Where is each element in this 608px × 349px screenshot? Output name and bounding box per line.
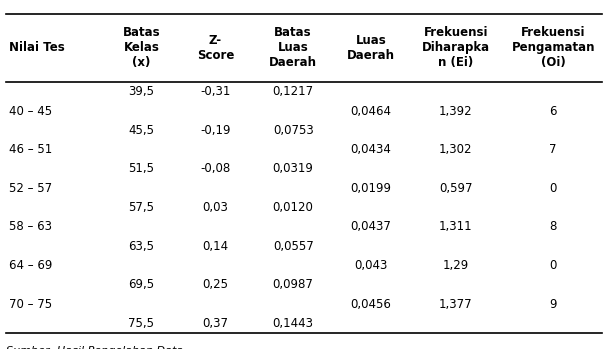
Text: 45,5: 45,5 [128,124,154,137]
Text: 7: 7 [550,143,557,156]
Text: Nilai Tes: Nilai Tes [9,42,64,54]
Text: Luas
Daerah: Luas Daerah [347,34,395,62]
Text: 0,0464: 0,0464 [350,104,392,118]
Text: 0,37: 0,37 [202,317,229,330]
Text: 0,0120: 0,0120 [273,201,314,214]
Text: 46 – 51: 46 – 51 [9,143,52,156]
Text: 0,0987: 0,0987 [273,279,314,291]
Text: 1,392: 1,392 [439,104,472,118]
Text: 0,0434: 0,0434 [350,143,391,156]
Text: 0,14: 0,14 [202,240,229,253]
Text: 1,29: 1,29 [443,259,469,272]
Text: 0,03: 0,03 [202,201,229,214]
Text: 0,1443: 0,1443 [272,317,314,330]
Text: 0,043: 0,043 [354,259,387,272]
Text: 9: 9 [550,298,557,311]
Text: 0,0199: 0,0199 [350,182,392,195]
Text: -0,08: -0,08 [201,163,230,176]
Text: 40 – 45: 40 – 45 [9,104,52,118]
Text: Sumber: Hasil Pengolahan Data: Sumber: Hasil Pengolahan Data [6,346,184,349]
Text: Batas
Luas
Daerah: Batas Luas Daerah [269,27,317,69]
Text: Frekuensi
Diharapka
n (Ei): Frekuensi Diharapka n (Ei) [421,27,489,69]
Text: 0,0437: 0,0437 [350,221,391,233]
Text: Batas
Kelas
(x): Batas Kelas (x) [123,27,161,69]
Text: 0,0753: 0,0753 [273,124,314,137]
Text: 0,0319: 0,0319 [273,163,314,176]
Text: 1,377: 1,377 [439,298,472,311]
Text: 0,1217: 0,1217 [272,85,314,98]
Text: 58 – 63: 58 – 63 [9,221,52,233]
Text: 64 – 69: 64 – 69 [9,259,52,272]
Text: -0,31: -0,31 [201,85,230,98]
Text: 51,5: 51,5 [128,163,154,176]
Text: 0: 0 [550,259,557,272]
Text: Frekuensi
Pengamatan
(Oi): Frekuensi Pengamatan (Oi) [511,27,595,69]
Text: 0,25: 0,25 [202,279,229,291]
Text: 1,311: 1,311 [439,221,472,233]
Text: 52 – 57: 52 – 57 [9,182,52,195]
Text: 0,0557: 0,0557 [273,240,314,253]
Text: Z-
Score: Z- Score [197,34,234,62]
Text: 70 – 75: 70 – 75 [9,298,52,311]
Text: 0: 0 [550,182,557,195]
Text: 75,5: 75,5 [128,317,154,330]
Text: 0,0456: 0,0456 [350,298,391,311]
Text: -0,19: -0,19 [200,124,231,137]
Text: 57,5: 57,5 [128,201,154,214]
Text: 1,302: 1,302 [439,143,472,156]
Text: 69,5: 69,5 [128,279,154,291]
Text: 8: 8 [550,221,557,233]
Text: 0,597: 0,597 [439,182,472,195]
Text: 39,5: 39,5 [128,85,154,98]
Text: 63,5: 63,5 [128,240,154,253]
Text: 6: 6 [550,104,557,118]
